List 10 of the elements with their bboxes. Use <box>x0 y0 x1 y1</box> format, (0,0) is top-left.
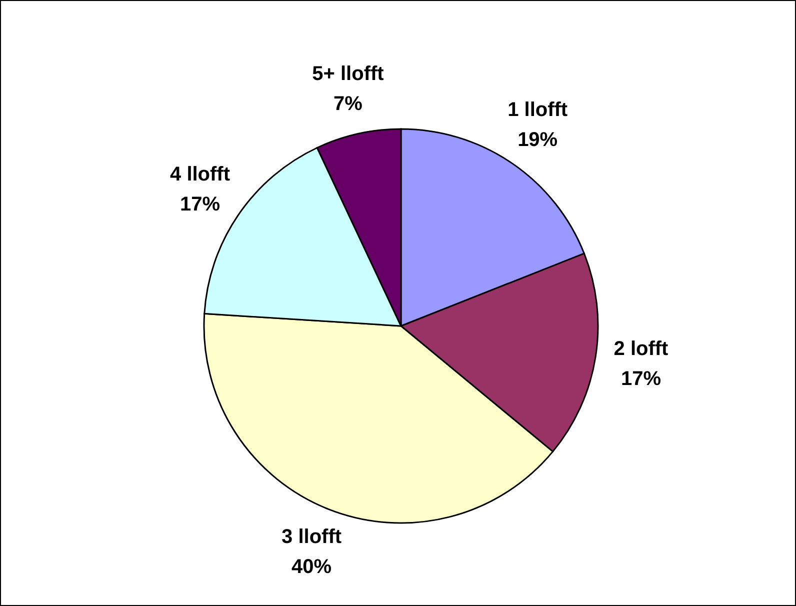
data-label: 17% <box>180 193 220 216</box>
data-label: 17% <box>620 368 662 390</box>
data-label: 7% <box>334 92 363 115</box>
slice-label: 2 lofft <box>614 338 669 360</box>
slice-label: 5+ llofft <box>312 62 384 85</box>
data-label: 40% <box>292 556 332 578</box>
slice-label: 1 llofft <box>508 99 568 122</box>
slice-label: 4 llofft <box>170 163 230 186</box>
data-label: 19% <box>518 129 558 152</box>
slice-label: 3 llofft <box>282 526 342 548</box>
